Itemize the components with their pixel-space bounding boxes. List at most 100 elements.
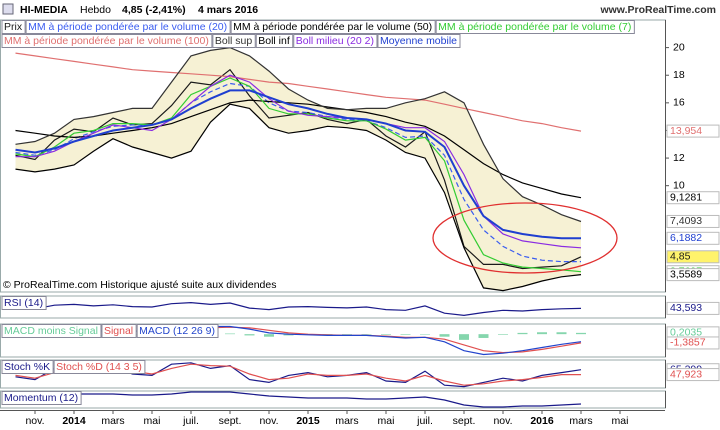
legend-box (230, 20, 436, 34)
last-value-label: 0,2035 (670, 327, 702, 339)
quote: 4,85 (-2,41%) (122, 4, 186, 16)
x-tick-label: sept. (453, 415, 476, 427)
legend-box (1, 360, 54, 374)
legend-entry: MACD (12 26 9) (139, 325, 215, 337)
symbol-icon (2, 3, 14, 15)
histogram-bar (498, 334, 508, 335)
histogram-bar (439, 334, 450, 337)
x-tick-label: mars (101, 415, 124, 427)
histogram-bar (225, 333, 235, 335)
legend-entry: Boll milieu (20 2) (296, 35, 374, 47)
histogram-bar (459, 334, 469, 340)
y-tick-label: 18 (673, 69, 685, 81)
legend-box (212, 34, 256, 48)
last-value-box (666, 214, 720, 228)
y-tick-label: 20 (673, 41, 685, 53)
series-line (15, 301, 582, 317)
date: 4 mars 2016 (198, 4, 258, 16)
legend-entry: Boll inf (258, 35, 290, 47)
legend-entry: Boll sup (215, 35, 253, 47)
series-line (15, 82, 581, 263)
legend-entry: Stoch %K (4, 361, 50, 373)
histogram-bar (517, 332, 528, 335)
series-line (15, 391, 582, 408)
last-value-box (666, 268, 720, 282)
annotation: © ProRealTime.com Historique ajusté suit… (3, 279, 276, 291)
last-value-box (666, 250, 720, 264)
legend-entry: MACD moins Signal (4, 325, 98, 337)
legend-entry: Signal (104, 325, 133, 337)
last-value-label: 9,1281 (670, 192, 702, 204)
x-tick-label: juil. (416, 415, 433, 427)
y-tick-label: 16 (673, 97, 685, 109)
legend-box (293, 34, 378, 48)
legend-box (255, 34, 294, 48)
x-tick-label: sept. (219, 415, 242, 427)
last-value-box (666, 301, 720, 315)
legend-box (1, 296, 47, 310)
x-tick-label: juil. (182, 415, 199, 427)
last-value-label: 4,85 (670, 251, 691, 263)
x-tick-label: nov. (25, 415, 44, 427)
series-line (15, 99, 582, 199)
x-tick-label: 2016 (530, 415, 554, 427)
legend-box (377, 34, 461, 48)
last-value-label: 7,4093 (670, 215, 702, 227)
histogram-bar (244, 334, 255, 336)
last-value-box (666, 368, 720, 382)
x-tick-label: 2015 (296, 415, 320, 427)
series-line (15, 52, 582, 132)
histogram-bar (556, 332, 567, 335)
last-value-label: 3,5589 (670, 268, 702, 280)
panels: 2018161412104,859,12813,769713,9547,4093… (0, 19, 720, 427)
legend-entry: Prix (4, 21, 23, 33)
legend-entry: MM à période pondérée par le volume (7) (438, 21, 631, 33)
histogram-bar (400, 334, 411, 335)
histogram-bar (576, 332, 586, 335)
histogram-bar (537, 332, 547, 335)
x-tick-label: mai (378, 415, 395, 427)
last-value-label: 47,923 (670, 368, 702, 380)
histogram-bar (478, 334, 489, 338)
legend-box (1, 391, 82, 405)
last-value-box (666, 124, 720, 138)
band-fill (15, 47, 581, 291)
highlight-ellipse (432, 202, 618, 274)
last-value-label: 13,954 (670, 125, 702, 137)
x-tick-label: 2014 (62, 415, 86, 427)
legend-box (1, 20, 26, 34)
histogram-bar (264, 334, 274, 337)
legend-box (101, 324, 137, 338)
x-tick-label: mai (144, 415, 161, 427)
last-value-box (666, 231, 720, 245)
last-value-box (666, 336, 720, 350)
histogram-bar (342, 334, 352, 335)
legend-entry: Moyenne mobile (380, 35, 457, 47)
last-value-label: -1,3857 (670, 337, 706, 349)
last-value-label: 43,593 (670, 302, 702, 314)
last-value-box (666, 191, 720, 205)
legend-entry: Momentum (12) (4, 392, 78, 404)
x-tick-label: mars (569, 415, 592, 427)
y-tick-label: 12 (673, 152, 685, 164)
legend-box (25, 20, 231, 34)
x-tick-label: nov. (259, 415, 278, 427)
legend-box (53, 360, 146, 374)
legend-entry: Stoch %D (14 3 5) (56, 361, 142, 373)
series-line (15, 89, 582, 240)
legend-box (1, 34, 213, 48)
legend-entry: MM à période pondérée par le volume (50) (233, 21, 432, 33)
histogram-bar (381, 334, 391, 335)
x-tick-label: nov. (493, 415, 512, 427)
series-line (15, 46, 582, 223)
legend-box (136, 324, 219, 338)
legend-entry: RSI (14) (4, 297, 43, 309)
histogram-bar (420, 334, 430, 335)
legend-entry: MM à période pondérée par le volume (100… (4, 35, 209, 47)
period: Hebdo (80, 4, 111, 16)
legend-entry: MM à période pondérée par le volume (20) (28, 21, 227, 33)
site: www.ProRealTime.com (599, 4, 716, 16)
y-tick-label: 10 (673, 179, 685, 191)
x-tick-label: mars (335, 415, 358, 427)
